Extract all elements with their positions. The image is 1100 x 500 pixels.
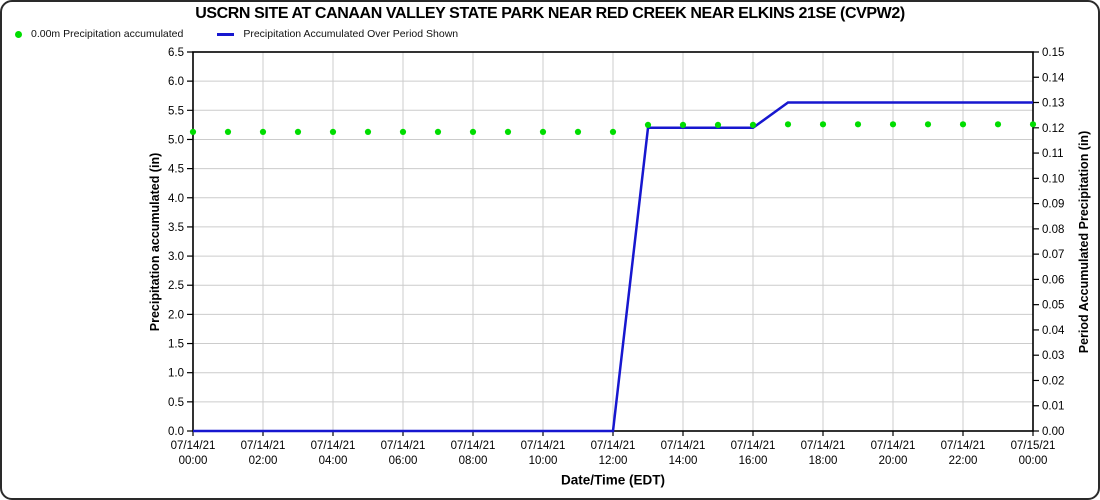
left-tick-label: 3.0 [168,251,184,263]
right-tick-label: 0.08 [1042,224,1064,236]
legend-dot-marker-icon [15,30,22,38]
accumulated-dot [644,121,652,128]
right-tick-label: 0.13 [1042,98,1064,110]
x-tick-time: 16:00 [739,455,768,467]
right-tick-label: 0.05 [1042,300,1064,312]
right-tick-label: 0.06 [1042,274,1064,286]
left-tick-label: 4.0 [168,193,184,205]
x-tick-date: 07/14/21 [241,440,286,452]
accumulated-dot [609,128,617,135]
x-tick-time: 00:00 [179,455,208,467]
legend-label-period: Precipitation Accumulated Over Period Sh… [243,28,459,40]
left-tick-label: 6.5 [168,47,184,59]
right-tick-label: 0.01 [1042,401,1064,413]
right-tick-label: 0.02 [1042,375,1064,387]
legend-item-accumulated: 0.00m Precipitation accumulated [15,28,183,40]
right-tick-label: 0.09 [1042,199,1064,211]
right-tick-label: 0.14 [1042,72,1065,84]
accumulated-dot [574,128,582,135]
right-tick-label: 0.04 [1042,325,1065,337]
x-tick-time: 08:00 [459,455,488,467]
x-tick-time: 06:00 [389,455,418,467]
accumulated-dot [469,128,477,135]
accumulated-dot [294,128,302,135]
accumulated-dot [364,128,372,135]
x-tick-time: 10:00 [529,455,558,467]
x-tick-time: 20:00 [879,455,908,467]
accumulated-dot [434,128,442,135]
x-tick-date: 07/14/21 [731,440,776,452]
accumulated-dot [329,128,337,135]
legend: 0.00m Precipitation accumulated Precipit… [15,28,458,40]
right-axis-title: Period Accumulated Precipitation (in) [1077,130,1091,354]
accumulated-dot [749,121,757,128]
accumulated-dot [259,128,267,135]
right-tick-label: 0.11 [1042,148,1064,160]
x-tick-date: 07/15/21 [1011,440,1056,452]
x-axis-title: Date/Time (EDT) [560,472,666,488]
left-tick-label: 5.5 [168,105,184,117]
accumulated-dot [924,121,932,128]
x-tick-time: 04:00 [319,455,348,467]
x-tick-date: 07/14/21 [801,440,846,452]
left-tick-label: 3.5 [168,222,184,234]
accumulated-dot [784,121,792,128]
accumulated-dot [679,121,687,128]
x-tick-time: 00:00 [1019,455,1048,467]
period-accumulation-line [193,101,1033,433]
left-tick-label: 1.5 [168,339,184,351]
left-tick-label: 2.5 [168,280,184,292]
x-tick-time: 22:00 [949,455,978,467]
x-tick-date: 07/14/21 [171,440,216,452]
accumulated-dot [539,128,547,135]
x-tick-date: 07/14/21 [871,440,916,452]
left-tick-label: 1.0 [168,368,184,380]
x-tick-date: 07/14/21 [661,440,706,452]
accumulated-dot [889,121,897,128]
left-axis-title: Precipitation accumulated (in) [148,152,162,332]
right-tick-label: 0.07 [1042,249,1064,261]
x-tick-time: 02:00 [249,455,278,467]
accumulated-dot [224,128,232,135]
x-tick-date: 07/14/21 [311,440,356,452]
left-tick-label: 4.5 [168,164,184,176]
accumulated-dot [504,128,512,135]
accumulated-dot [854,121,862,128]
right-tick-label: 0.12 [1042,123,1064,135]
left-tick-label: 2.0 [168,309,184,321]
chart-title: USCRN SITE AT CANAAN VALLEY STATE PARK N… [195,5,905,22]
x-tick-time: 18:00 [809,455,838,467]
right-tick-label: 0.15 [1042,47,1064,59]
accumulated-dot [994,121,1002,128]
right-tick-label: 0.03 [1042,350,1064,362]
accumulated-dot [189,128,197,135]
x-tick-date: 07/14/21 [591,440,636,452]
accumulated-dot [959,121,967,128]
left-tick-label: 0.5 [168,397,184,409]
x-tick-date: 07/14/21 [451,440,496,452]
accumulated-dot [1029,121,1037,128]
x-tick-date: 07/14/21 [381,440,426,452]
accumulated-dot [399,128,407,135]
legend-item-period: Precipitation Accumulated Over Period Sh… [217,28,458,40]
left-tick-label: 5.0 [168,134,184,146]
x-tick-date: 07/14/21 [941,440,986,452]
x-tick-date: 07/14/21 [521,440,566,452]
left-tick-label: 6.0 [168,76,184,88]
right-tick-label: 0.00 [1042,426,1064,438]
accumulated-dot [714,121,722,128]
legend-label-accumulated: 0.00m Precipitation accumulated [31,28,184,40]
legend-line-marker-icon [217,32,235,36]
x-tick-time: 14:00 [669,455,698,467]
right-tick-label: 0.10 [1042,173,1064,185]
left-tick-label: 0.0 [168,426,184,438]
accumulated-dot [819,121,827,128]
x-tick-time: 12:00 [599,455,628,467]
